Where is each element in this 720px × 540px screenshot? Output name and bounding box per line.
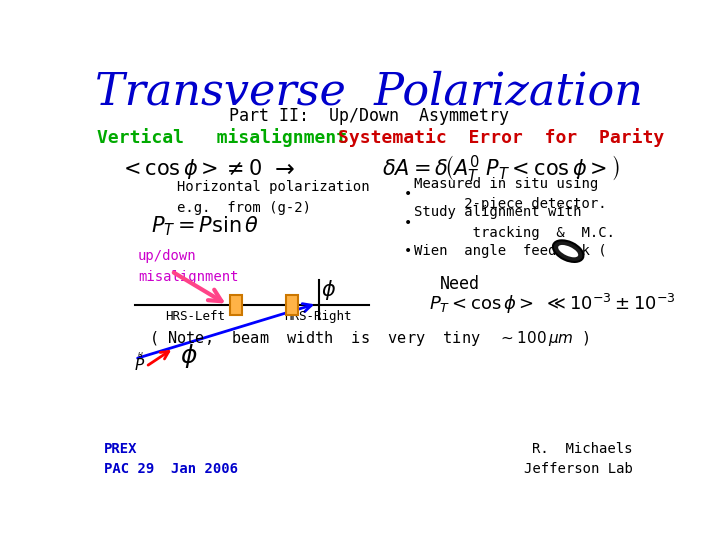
Text: $< \cos\phi > \neq 0$: $< \cos\phi > \neq 0$: [120, 157, 262, 181]
Text: •: •: [404, 215, 412, 230]
Text: •: •: [404, 187, 412, 201]
Text: $\rightarrow$: $\rightarrow$: [269, 157, 294, 181]
Text: Vertical   misalignment: Vertical misalignment: [96, 127, 347, 147]
Text: R.  Michaels
Jefferson Lab: R. Michaels Jefferson Lab: [523, 442, 632, 476]
Text: $\delta A = \delta\!\left(A_T^0\ P_T < \cos\phi >\right)$: $\delta A = \delta\!\left(A_T^0\ P_T < \…: [382, 153, 620, 184]
Text: $P_T = P\sin\theta$: $P_T = P\sin\theta$: [150, 215, 258, 238]
Text: PREX
PAC 29  Jan 2006: PREX PAC 29 Jan 2006: [104, 442, 238, 476]
Text: $\phi$: $\phi$: [180, 342, 198, 370]
Text: Measured in situ using
      2-piece detector.: Measured in situ using 2-piece detector.: [414, 177, 606, 212]
Text: Need: Need: [441, 275, 480, 293]
Text: up/down
misalignment: up/down misalignment: [138, 249, 238, 284]
Text: $\dot{P}$: $\dot{P}$: [134, 353, 145, 374]
Text: Part II:  Up/Down  Asymmetry: Part II: Up/Down Asymmetry: [229, 106, 509, 125]
Text: Transverse  Polarization: Transverse Polarization: [95, 70, 643, 113]
Text: HRS-Left: HRS-Left: [165, 310, 225, 323]
Bar: [230, 295, 242, 315]
Text: $^u$: $^u$: [137, 351, 144, 361]
Bar: [286, 295, 299, 315]
Text: ( Note,  beam  width  is  very  tiny  $\sim 100\,\mu m$ ): ( Note, beam width is very tiny $\sim 10…: [148, 329, 590, 348]
Text: $P_T < \cos\phi >\ \ll 10^{-3} \pm 10^{-3}$: $P_T < \cos\phi >\ \ll 10^{-3} \pm 10^{-…: [429, 292, 676, 315]
Text: Systematic  Error  for  Parity: Systematic Error for Parity: [338, 127, 664, 147]
Text: Study alignment with
       tracking  &  M.C.: Study alignment with tracking & M.C.: [414, 205, 615, 240]
Text: Horizontal polarization
e.g.  from (g-2): Horizontal polarization e.g. from (g-2): [177, 180, 369, 214]
Ellipse shape: [558, 245, 578, 258]
Text: Wien  angle  feedback (: Wien angle feedback (: [414, 244, 606, 258]
Text: HRS-Right: HRS-Right: [284, 310, 352, 323]
Text: $\phi$: $\phi$: [321, 278, 336, 302]
Ellipse shape: [553, 240, 583, 262]
Text: •: •: [404, 244, 412, 258]
